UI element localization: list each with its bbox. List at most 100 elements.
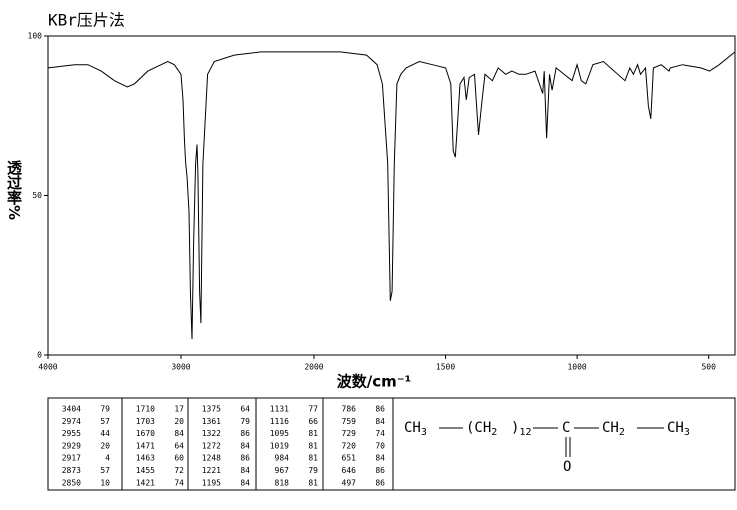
x-tick-label: 3000 xyxy=(171,363,190,372)
peak-transmittance: 60 xyxy=(174,454,184,463)
peak-wavenumber: 2850 xyxy=(62,478,81,487)
peak-transmittance: 4 xyxy=(105,454,110,463)
formula-oxygen: O xyxy=(563,459,571,475)
formula-text: C xyxy=(562,420,570,436)
peak-wavenumber: 1116 xyxy=(270,417,289,426)
peak-wavenumber: 720 xyxy=(342,441,357,450)
y-axis-label: 透过率% xyxy=(5,160,23,221)
peak-transmittance: 44 xyxy=(100,429,110,438)
peak-wavenumber: 1375 xyxy=(202,405,221,414)
peak-transmittance: 86 xyxy=(240,454,250,463)
bonds xyxy=(439,427,664,457)
formula-subscript: 12 xyxy=(519,427,531,438)
x-axis-label: 波数/cm⁻¹ xyxy=(337,373,412,391)
peak-wavenumber: 2955 xyxy=(62,429,81,438)
peak-transmittance: 66 xyxy=(308,417,318,426)
plot-frame xyxy=(47,35,736,356)
peak-transmittance: 79 xyxy=(308,466,318,475)
peak-transmittance: 57 xyxy=(100,417,110,426)
formula-text: CH xyxy=(602,420,619,436)
peak-transmittance: 20 xyxy=(174,417,184,426)
peak-transmittance: 20 xyxy=(100,441,110,450)
peak-transmittance: 70 xyxy=(375,441,385,450)
formula-subscript: 3 xyxy=(684,427,690,438)
x-tick-label: 4000 xyxy=(38,363,57,372)
formula-group: C xyxy=(562,420,570,436)
y-tick-label: 50 xyxy=(32,191,42,200)
chart-title: KBr压片法 xyxy=(48,11,125,30)
peak-wavenumber: 3404 xyxy=(62,405,81,414)
peak-wavenumber: 1670 xyxy=(136,429,155,438)
peak-transmittance: 84 xyxy=(375,417,385,426)
peak-transmittance: 79 xyxy=(100,405,110,414)
peak-wavenumber: 651 xyxy=(342,454,357,463)
peak-wavenumber: 1131 xyxy=(270,405,289,414)
peak-wavenumber: 497 xyxy=(342,478,357,487)
peak-transmittance: 64 xyxy=(240,405,250,414)
peak-transmittance: 84 xyxy=(240,466,250,475)
peak-wavenumber: 786 xyxy=(342,405,357,414)
peak-wavenumber: 1248 xyxy=(202,454,221,463)
x-tick-label: 1000 xyxy=(567,363,586,372)
y-tick-label: 0 xyxy=(37,351,42,360)
peak-wavenumber: 2873 xyxy=(62,466,81,475)
peak-transmittance: 79 xyxy=(240,417,250,426)
peak-wavenumber: 1019 xyxy=(270,441,289,450)
peak-wavenumber: 1703 xyxy=(136,417,155,426)
formula-subscript: 2 xyxy=(491,427,497,438)
formula-text: CH xyxy=(667,420,684,436)
x-tick-label: 500 xyxy=(701,363,716,372)
peak-wavenumber: 818 xyxy=(275,478,290,487)
formula-subscript: 3 xyxy=(421,427,427,438)
formula-subscript: 2 xyxy=(619,427,625,438)
peak-transmittance: 86 xyxy=(375,478,385,487)
peak-transmittance: 84 xyxy=(174,429,184,438)
table-dividers xyxy=(121,398,394,490)
peak-transmittance: 17 xyxy=(174,405,184,414)
peak-wavenumber: 984 xyxy=(275,454,290,463)
peak-transmittance: 57 xyxy=(100,466,110,475)
peak-transmittance: 86 xyxy=(240,429,250,438)
peak-transmittance: 81 xyxy=(308,478,318,487)
peak-wavenumber: 1455 xyxy=(136,466,155,475)
peak-transmittance: 84 xyxy=(240,478,250,487)
peak-wavenumber: 1221 xyxy=(202,466,221,475)
formula-group: (CH2 xyxy=(466,420,497,438)
peak-wavenumber: 1095 xyxy=(270,429,289,438)
peak-wavenumber: 1463 xyxy=(136,454,155,463)
peak-wavenumber: 967 xyxy=(275,466,290,475)
formula-text: CH xyxy=(404,420,421,436)
peak-wavenumber: 2974 xyxy=(62,417,81,426)
formula-text: (CH xyxy=(466,420,491,436)
peak-transmittance: 64 xyxy=(174,441,184,450)
peak-transmittance: 81 xyxy=(308,454,318,463)
peak-wavenumber: 2917 xyxy=(62,454,81,463)
peak-wavenumber: 1471 xyxy=(136,441,155,450)
formula-group: )12 xyxy=(511,420,531,438)
peak-wavenumber: 1421 xyxy=(136,478,155,487)
formula-group: CH3 xyxy=(667,420,690,438)
formula-group: CH2 xyxy=(602,420,625,438)
peak-wavenumber: 1272 xyxy=(202,441,221,450)
peak-wavenumber: 729 xyxy=(342,429,357,438)
formula-text: ) xyxy=(511,420,519,436)
peak-transmittance: 81 xyxy=(308,429,318,438)
peak-transmittance: 81 xyxy=(308,441,318,450)
peak-wavenumber: 1361 xyxy=(202,417,221,426)
spectrum-line xyxy=(47,51,736,340)
x-tick-label: 2000 xyxy=(304,363,323,372)
peak-transmittance: 74 xyxy=(375,429,385,438)
peak-transmittance: 74 xyxy=(174,478,184,487)
peak-transmittance: 10 xyxy=(100,478,110,487)
peak-wavenumber: 759 xyxy=(342,417,357,426)
peak-wavenumber: 1322 xyxy=(202,429,221,438)
formula-group: CH3 xyxy=(404,420,427,438)
peak-wavenumber: 2929 xyxy=(62,441,81,450)
peak-transmittance: 77 xyxy=(308,405,318,414)
peak-wavenumber: 1195 xyxy=(202,478,221,487)
x-tick-label: 1500 xyxy=(436,363,455,372)
peak-transmittance: 86 xyxy=(375,466,385,475)
peak-transmittance: 84 xyxy=(375,454,385,463)
